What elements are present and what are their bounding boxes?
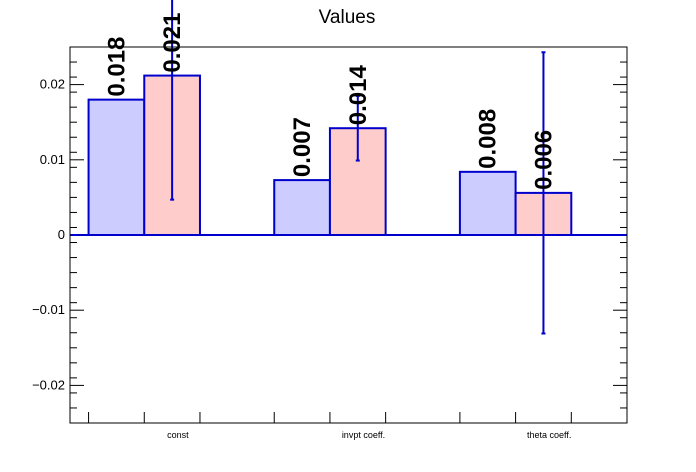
data-label: 0.008 [475,109,502,169]
data-label: 0.021 [159,13,186,73]
data-label: 0.007 [289,117,316,177]
y-tick-label: 0.02 [40,77,65,92]
data-label: 0.014 [345,65,372,126]
bar [458,170,517,236]
chart-title: Values [319,7,376,28]
x-category-label: theta coeff. [527,430,571,440]
y-tick-label: −0.02 [32,377,65,392]
bar [273,179,331,237]
y-tick-label: 0 [58,227,65,242]
bar [87,98,146,236]
x-category-label: const [167,430,189,440]
y-tick-label: 0.01 [40,152,65,167]
data-label: 0.018 [103,37,130,97]
data-label: 0.006 [530,130,557,190]
x-category-label: invpt coeff. [342,430,385,440]
y-tick-label: −0.01 [32,302,65,317]
plot-frame [69,46,628,424]
